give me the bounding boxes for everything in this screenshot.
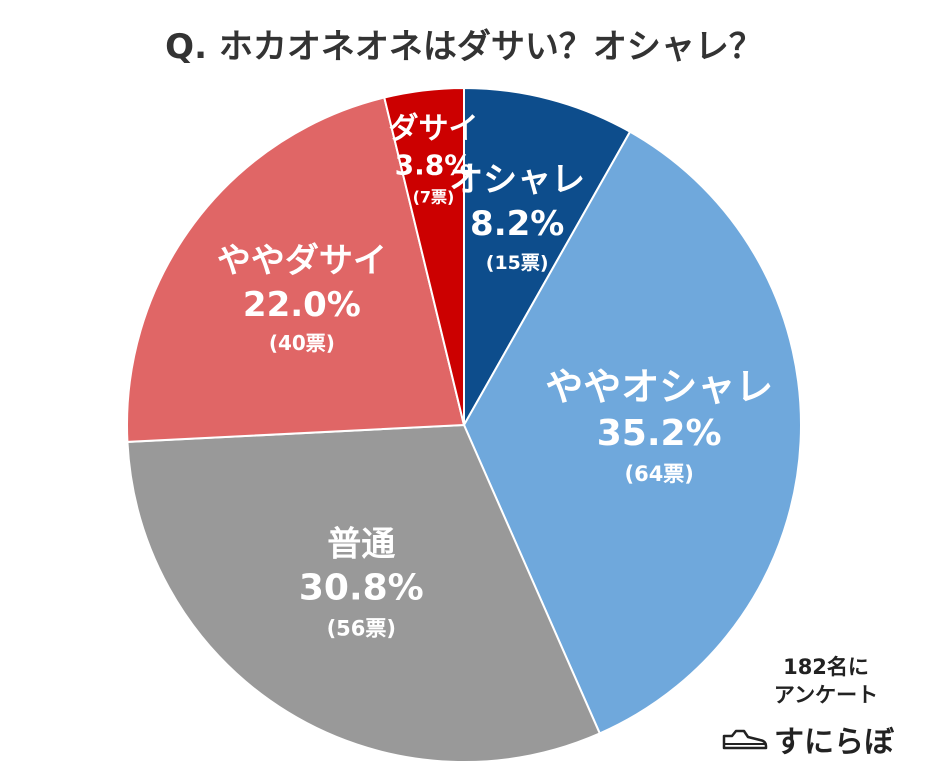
slice-votes: (64票) [624, 462, 693, 486]
slice-votes: (15票) [486, 252, 549, 274]
brand-logo: すにらぼ [722, 725, 895, 760]
pie-slice [462, 130, 802, 735]
pie-slice [383, 86, 465, 426]
slice-votes: (7票) [413, 188, 455, 207]
slice-votes: (40票) [269, 331, 335, 355]
respondents-count: 182名に [783, 655, 869, 679]
slice-percent: 35.2% [597, 413, 722, 454]
slice-votes: (56票) [327, 616, 396, 640]
pie-slice [463, 86, 632, 429]
slice-label: オシャレ [449, 160, 585, 200]
sneaker-icon [722, 729, 768, 750]
slice-label: 普通 [327, 524, 395, 564]
slice-percent: 30.8% [299, 567, 424, 608]
slice-label: ダサイ [389, 112, 479, 147]
slice-percent: 3.8% [395, 149, 473, 182]
chart-title: Q. ホカオネオネはダサい？オシャレ？ [165, 27, 763, 67]
slice-percent: 8.2% [470, 204, 564, 244]
respondents-survey: アンケート [774, 683, 878, 707]
pie-slices [126, 86, 802, 763]
respondents-note: 182名に アンケート [774, 655, 878, 707]
brand-name: すにらぼ [774, 725, 895, 760]
slice-percent: 22.0% [243, 285, 361, 325]
slice-label: ややダサイ [217, 241, 387, 281]
slice-label: ややオシャレ [545, 365, 773, 409]
pie-slice [126, 96, 466, 443]
pie-slice [126, 423, 602, 763]
